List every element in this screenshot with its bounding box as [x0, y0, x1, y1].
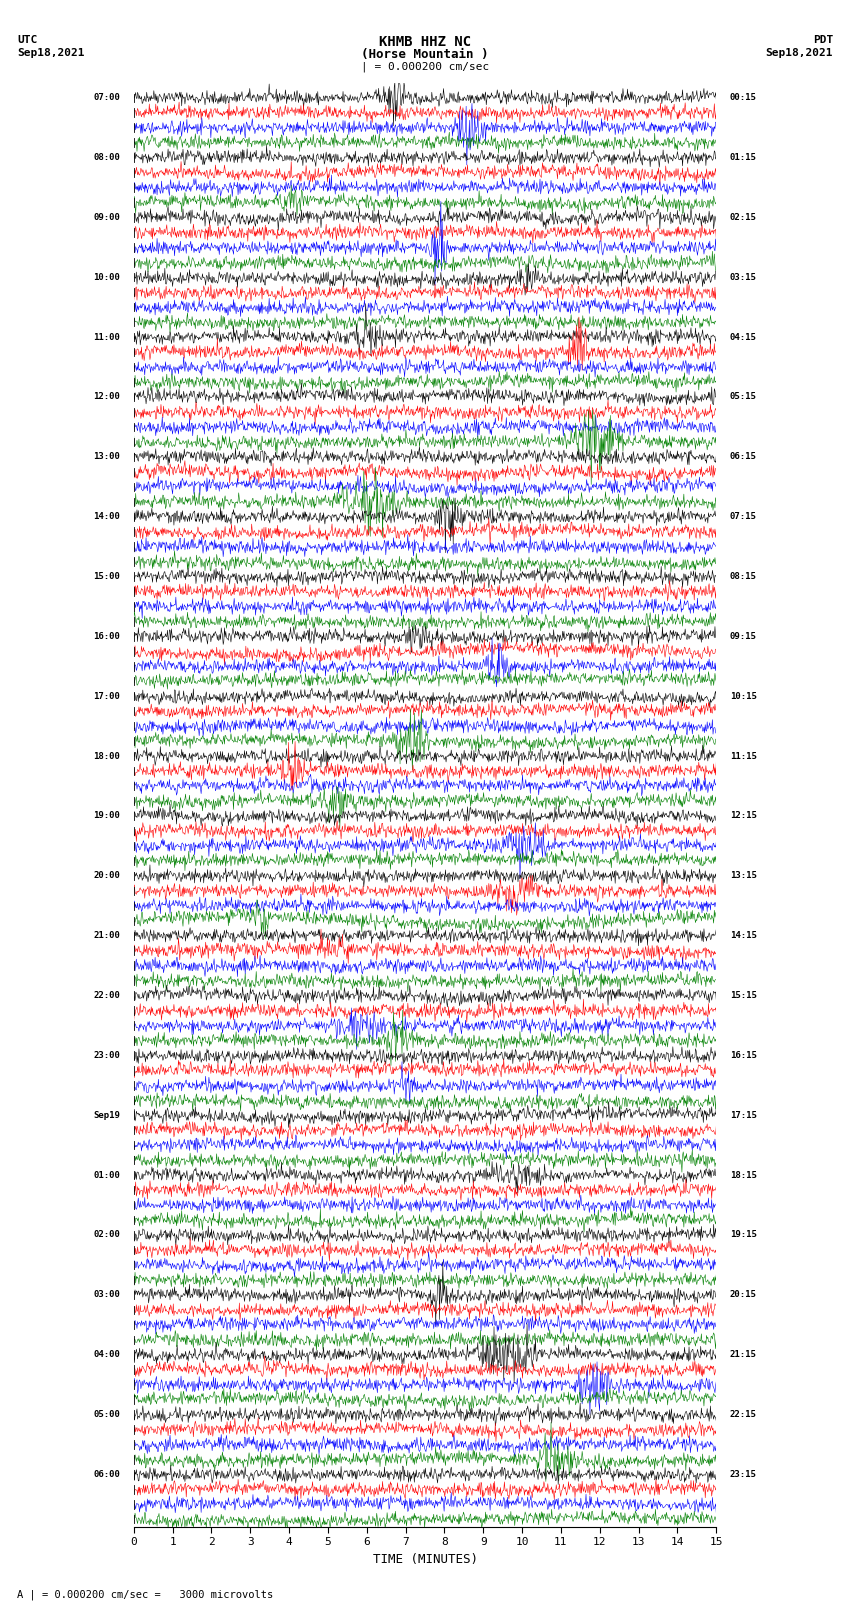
Text: 02:15: 02:15 [730, 213, 756, 223]
Text: 06:00: 06:00 [94, 1469, 120, 1479]
Text: 18:00: 18:00 [94, 752, 120, 761]
Text: 10:15: 10:15 [730, 692, 756, 700]
Text: 16:00: 16:00 [94, 632, 120, 640]
Text: 13:15: 13:15 [730, 871, 756, 881]
Text: 20:15: 20:15 [730, 1290, 756, 1300]
Text: 17:00: 17:00 [94, 692, 120, 700]
Text: 09:00: 09:00 [94, 213, 120, 223]
Text: 02:00: 02:00 [94, 1231, 120, 1239]
Text: 22:00: 22:00 [94, 990, 120, 1000]
Text: 14:15: 14:15 [730, 931, 756, 940]
Text: 07:00: 07:00 [94, 94, 120, 102]
Text: 08:15: 08:15 [730, 573, 756, 581]
Text: 21:00: 21:00 [94, 931, 120, 940]
Text: 03:15: 03:15 [730, 273, 756, 282]
Text: 13:00: 13:00 [94, 452, 120, 461]
Text: | = 0.000200 cm/sec: | = 0.000200 cm/sec [361, 61, 489, 73]
Text: 12:15: 12:15 [730, 811, 756, 821]
Text: UTC: UTC [17, 35, 37, 45]
Text: 06:15: 06:15 [730, 452, 756, 461]
Text: Sep18,2021: Sep18,2021 [17, 48, 84, 58]
Text: 09:15: 09:15 [730, 632, 756, 640]
Text: 18:15: 18:15 [730, 1171, 756, 1179]
Text: 19:15: 19:15 [730, 1231, 756, 1239]
Text: (Horse Mountain ): (Horse Mountain ) [361, 48, 489, 61]
Text: 14:00: 14:00 [94, 513, 120, 521]
Text: 11:15: 11:15 [730, 752, 756, 761]
Text: PDT: PDT [813, 35, 833, 45]
Text: 11:00: 11:00 [94, 332, 120, 342]
Text: 03:00: 03:00 [94, 1290, 120, 1300]
Text: 10:00: 10:00 [94, 273, 120, 282]
Text: 05:00: 05:00 [94, 1410, 120, 1419]
Text: A | = 0.000200 cm/sec =   3000 microvolts: A | = 0.000200 cm/sec = 3000 microvolts [17, 1589, 273, 1600]
Text: 04:15: 04:15 [730, 332, 756, 342]
Text: 00:15: 00:15 [730, 94, 756, 102]
Text: 20:00: 20:00 [94, 871, 120, 881]
Text: Sep18,2021: Sep18,2021 [766, 48, 833, 58]
Text: 22:15: 22:15 [730, 1410, 756, 1419]
Text: 19:00: 19:00 [94, 811, 120, 821]
Text: 15:00: 15:00 [94, 573, 120, 581]
X-axis label: TIME (MINUTES): TIME (MINUTES) [372, 1553, 478, 1566]
Text: Sep19: Sep19 [94, 1111, 120, 1119]
Text: 17:15: 17:15 [730, 1111, 756, 1119]
Text: 21:15: 21:15 [730, 1350, 756, 1360]
Text: KHMB HHZ NC: KHMB HHZ NC [379, 35, 471, 50]
Text: 04:00: 04:00 [94, 1350, 120, 1360]
Text: 12:00: 12:00 [94, 392, 120, 402]
Text: 07:15: 07:15 [730, 513, 756, 521]
Text: 01:00: 01:00 [94, 1171, 120, 1179]
Text: 23:15: 23:15 [730, 1469, 756, 1479]
Text: 08:00: 08:00 [94, 153, 120, 161]
Text: 15:15: 15:15 [730, 990, 756, 1000]
Text: 16:15: 16:15 [730, 1052, 756, 1060]
Text: 05:15: 05:15 [730, 392, 756, 402]
Text: 01:15: 01:15 [730, 153, 756, 161]
Text: 23:00: 23:00 [94, 1052, 120, 1060]
